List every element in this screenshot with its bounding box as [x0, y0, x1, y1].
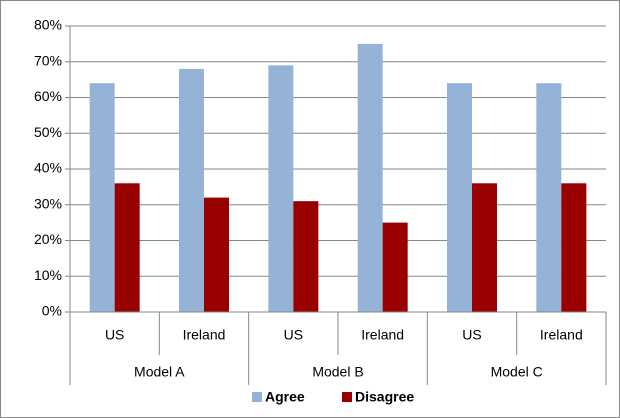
bar	[561, 183, 587, 312]
bar	[89, 83, 115, 312]
bar	[472, 183, 497, 312]
y-tick-label: 40%	[34, 160, 62, 176]
x-tick-label: US	[284, 327, 303, 343]
y-tick-label: 20%	[34, 231, 62, 247]
y-tick-label: 10%	[34, 267, 62, 283]
x-tick-label: Ireland	[361, 327, 404, 343]
y-tick-label: 0%	[42, 303, 62, 319]
y-tick-label: 50%	[34, 124, 62, 140]
group-label: Model A	[134, 364, 185, 380]
y-tick-label: 80%	[34, 17, 62, 33]
bar	[357, 43, 383, 312]
bar	[447, 83, 472, 312]
bar	[268, 65, 294, 312]
group-label: Model C	[491, 364, 543, 380]
bar	[382, 222, 408, 312]
x-tick-label: Ireland	[540, 327, 583, 343]
legend-swatch	[342, 392, 352, 402]
legend-label: Disagree	[355, 389, 414, 405]
bar	[114, 183, 140, 312]
legend-swatch	[252, 392, 262, 402]
y-tick-label: 30%	[34, 195, 62, 211]
group-label: Model B	[312, 364, 363, 380]
bar	[179, 68, 204, 313]
bar	[293, 201, 319, 312]
x-tick-label: US	[462, 327, 481, 343]
y-tick-label: 70%	[34, 52, 62, 68]
x-tick-label: Ireland	[183, 327, 226, 343]
legend-label: Agree	[265, 389, 305, 405]
bar	[536, 83, 562, 312]
y-tick-label: 60%	[34, 88, 62, 104]
x-tick-label: US	[105, 327, 124, 343]
bar	[204, 197, 229, 312]
